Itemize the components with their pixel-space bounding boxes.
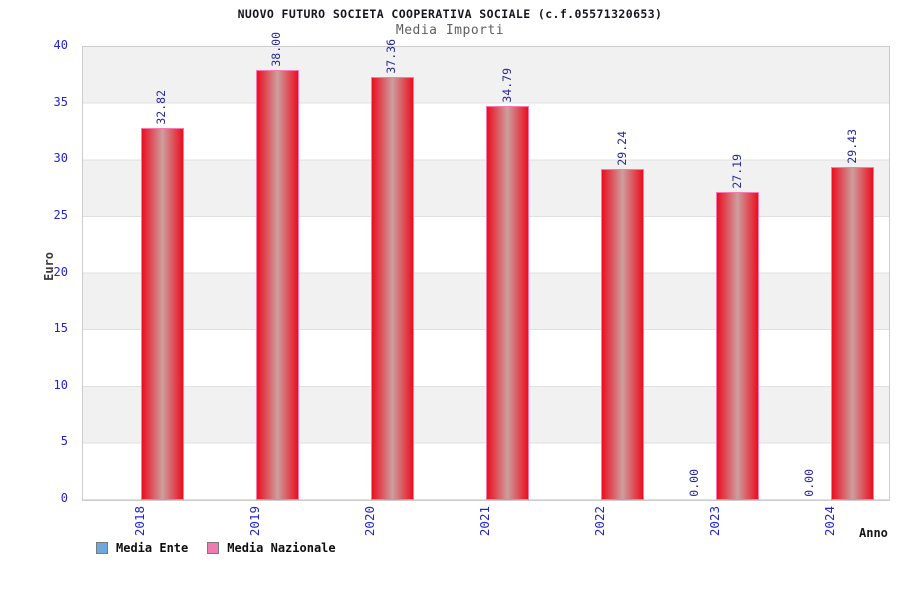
- x-axis-label: Anno: [859, 526, 888, 540]
- legend-swatch-media-nazionale: [207, 542, 220, 554]
- value-label-media-nazionale-2019: 38.00: [269, 32, 284, 67]
- chart-title: NUOVO FUTURO SOCIETA COOPERATIVA SOCIALE…: [237, 7, 663, 21]
- y-tick-10: 10: [53, 377, 68, 392]
- value-label-media-nazionale-2020: 37.36: [384, 39, 399, 74]
- x-tick-2019: 2019: [246, 506, 262, 537]
- legend-item-media-ente: Media Ente: [96, 541, 188, 555]
- x-tick-2022: 2022: [592, 506, 608, 537]
- plot-area: 32.82 38.00 37.36 34.79 29.24 0.00 27.19 0.00 29…: [82, 32, 890, 501]
- legend: Media Ente Media Nazionale: [96, 541, 336, 555]
- value-label-media-nazionale-2023: 27.19: [729, 154, 744, 189]
- y-tick-20: 20: [53, 264, 68, 279]
- y-tick-5: 5: [60, 434, 68, 449]
- legend-swatch-media-ente: [96, 542, 108, 554]
- value-label-media-nazionale-2018: 32.82: [154, 90, 169, 125]
- x-tick-2020: 2020: [361, 506, 377, 537]
- bar-media-nazionale-2020: [370, 77, 414, 500]
- y-tick-25: 25: [53, 207, 68, 222]
- y-tick-0: 0: [60, 491, 68, 505]
- value-label-media-nazionale-2022: 29.24: [614, 131, 629, 166]
- x-tick-2018: 2018: [131, 506, 147, 537]
- x-tick-2023: 2023: [707, 506, 723, 537]
- x-tick-2024: 2024: [822, 506, 838, 537]
- legend-label-media-nazionale: Media Nazionale: [227, 541, 336, 555]
- bar-media-nazionale-2021: [486, 106, 529, 500]
- y-tick-40: 40: [53, 38, 68, 52]
- value-label-media-ente-2023: 0.00: [686, 469, 701, 497]
- bar-media-nazionale-2018: [140, 128, 184, 500]
- bar-media-nazionale-2022: [601, 169, 645, 500]
- y-tick-15: 15: [53, 321, 68, 336]
- bar-media-nazionale-2019: [255, 70, 299, 500]
- y-tick-35: 35: [53, 94, 68, 109]
- x-tick-2021: 2021: [477, 506, 492, 537]
- value-label-media-nazionale-2024: 29.43: [844, 129, 859, 164]
- bar-media-nazionale-2023: [716, 192, 760, 500]
- legend-item-media-nazionale: Media Nazionale: [207, 541, 336, 555]
- value-label-media-nazionale-2021: 34.79: [499, 68, 514, 103]
- value-label-media-ente-2024: 0.00: [801, 469, 816, 497]
- bar-media-nazionale-2024: [831, 167, 875, 500]
- y-tick-30: 30: [53, 151, 68, 166]
- legend-label-media-ente: Media Ente: [116, 541, 189, 555]
- chart-subtitle: Media Importi: [395, 23, 505, 38]
